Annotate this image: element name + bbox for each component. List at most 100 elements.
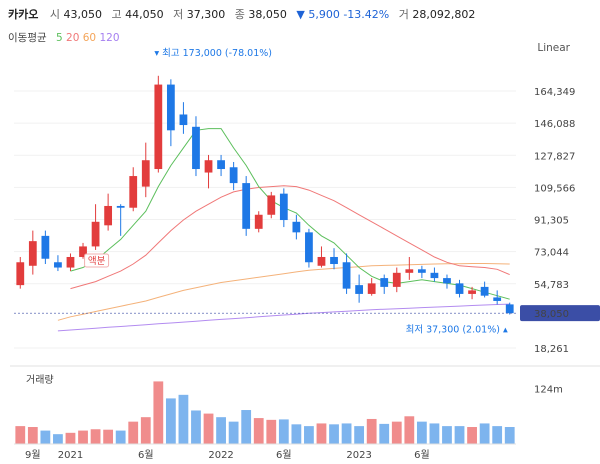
volume-bar xyxy=(140,417,151,444)
low-annotation: 최저 37,300 (2.01%) ▴ xyxy=(406,325,508,336)
ma20-legend[interactable]: 20 xyxy=(66,32,80,44)
event-marker-box xyxy=(84,253,110,268)
y-tick-label: 109,566 xyxy=(534,183,575,194)
volume-bar xyxy=(153,381,164,444)
candle xyxy=(204,154,213,189)
price-axis: 164,349 146,088 127,827 109,566 91,305 73,044… xyxy=(534,87,575,355)
candle-body xyxy=(79,246,87,257)
candle-body xyxy=(305,232,313,263)
ma20-line xyxy=(70,185,510,290)
y-tick-label: 18,261 xyxy=(534,344,569,355)
candle-body xyxy=(154,84,163,170)
moving-average-lines xyxy=(57,128,510,332)
candle xyxy=(493,290,502,305)
volume-bar xyxy=(467,427,477,444)
scale-mode-toggle[interactable]: Linear xyxy=(537,42,570,54)
volume-bar xyxy=(115,430,126,444)
candle xyxy=(392,267,401,293)
candle xyxy=(330,248,338,270)
event-marker-label: 액분 xyxy=(88,255,106,267)
candle-body xyxy=(417,269,426,273)
volume-bar xyxy=(203,413,214,444)
moving-average-legend[interactable]: 이동평균 5 20 60 120 xyxy=(8,30,120,45)
volume-bar xyxy=(278,419,289,444)
candle xyxy=(355,274,364,303)
volume-bar xyxy=(216,417,226,444)
annotations: ▾ 최고 173,000 (-78.01%) 최저 37,300 (2.01%) … xyxy=(14,48,600,336)
change-value: ▼ 5,900 -13.42% xyxy=(296,8,390,21)
stock-name: 카카오 xyxy=(8,8,39,21)
candle xyxy=(217,154,225,177)
volume-bar xyxy=(341,423,352,444)
y-tick-label: 146,088 xyxy=(534,119,575,130)
volume-value: 28,092,802 xyxy=(412,8,476,21)
time-axis: 9월 2021 6월 2022 6월 2023 6월 xyxy=(14,443,516,461)
candle-body xyxy=(468,290,476,294)
candle xyxy=(116,204,125,236)
candle xyxy=(91,204,100,250)
volume-bar xyxy=(504,427,515,444)
candle xyxy=(129,167,138,212)
candle xyxy=(104,193,113,231)
candle-body xyxy=(279,193,288,221)
x-tick-label: 2022 xyxy=(208,450,233,461)
ma5-legend[interactable]: 5 xyxy=(55,32,63,44)
volume-bar xyxy=(253,418,264,444)
candle xyxy=(443,274,451,289)
candle-body xyxy=(28,241,37,266)
candle-body xyxy=(66,256,75,268)
volume-bar xyxy=(329,424,339,444)
high-label: 고 xyxy=(111,8,122,21)
volume-bar xyxy=(228,421,239,444)
candle xyxy=(405,256,414,280)
candle xyxy=(430,267,439,282)
ma120-line xyxy=(57,303,510,332)
candle-body xyxy=(380,278,389,287)
candle-body xyxy=(342,262,351,289)
volume-bar xyxy=(103,429,114,444)
candle-body xyxy=(480,286,489,296)
open-value: 43,050 xyxy=(63,8,103,21)
candle xyxy=(28,230,37,275)
y-tick-label: 164,349 xyxy=(534,87,575,98)
candle xyxy=(242,176,251,236)
candle-body xyxy=(41,235,50,259)
ma60-legend[interactable]: 60 xyxy=(82,32,97,44)
open-label: 시 xyxy=(49,8,60,21)
price-header: 카카오 시 43,050 고 44,050 저 37,300 종 38,050 … xyxy=(8,6,481,22)
volume-bar xyxy=(354,426,365,444)
candle xyxy=(54,255,62,272)
candle-body xyxy=(367,283,376,294)
volume-bar xyxy=(316,423,327,444)
candle xyxy=(417,265,426,279)
ma120-legend[interactable]: 120 xyxy=(99,32,120,44)
candle-body xyxy=(242,183,251,229)
candle xyxy=(367,278,376,296)
candle-body xyxy=(493,297,502,301)
volume-title: 거래량 xyxy=(26,374,54,386)
volume-bar xyxy=(442,426,452,444)
candle-body xyxy=(405,269,414,273)
candle-body xyxy=(129,176,138,208)
candle-body xyxy=(229,167,238,184)
candle-body xyxy=(317,256,326,266)
candle-body xyxy=(217,160,225,170)
candle xyxy=(179,102,188,134)
candle xyxy=(16,256,25,289)
candle-body xyxy=(104,205,113,226)
y-tick-label: 54,783 xyxy=(534,280,569,291)
last-price-tag xyxy=(520,305,600,322)
candle xyxy=(317,246,326,268)
volume-bar xyxy=(479,423,490,444)
candle xyxy=(66,253,75,272)
candle-body xyxy=(254,214,263,229)
volume-bar xyxy=(404,416,415,444)
candle xyxy=(342,253,351,294)
volume-bar xyxy=(178,394,189,444)
volume-bars: 124m xyxy=(15,381,563,444)
candle-body xyxy=(141,160,150,187)
volume-bar xyxy=(366,418,377,444)
volume-bar xyxy=(454,426,465,444)
volume-bar xyxy=(391,421,402,444)
